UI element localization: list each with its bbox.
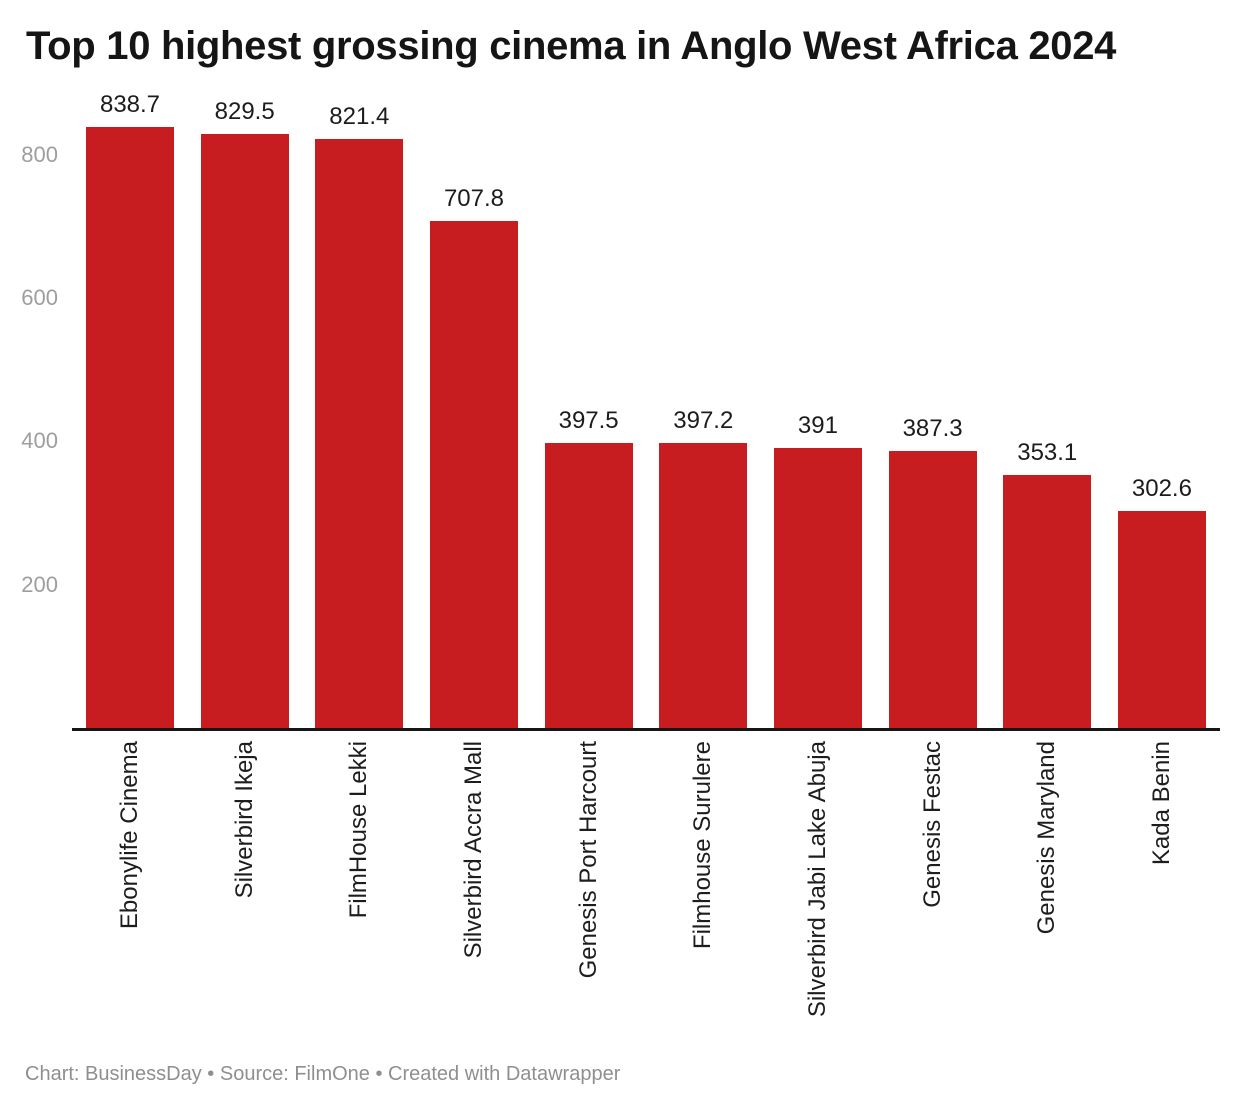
category-cell: Silverbird Jabi Lake Abuja (774, 731, 862, 1033)
category-cell: Silverbird Ikeja (201, 731, 289, 1033)
bar-column: 397.5 (544, 407, 633, 728)
value-label: 397.2 (673, 407, 734, 435)
y-axis-tick-label: 600 (21, 285, 58, 310)
bar (773, 447, 862, 728)
bar (1117, 511, 1206, 728)
bar-column: 302.6 (1117, 475, 1206, 728)
category-label: Genesis Port Harcourt (574, 741, 602, 979)
value-label: 391 (797, 411, 838, 439)
category-cell: Kada Benin (1118, 731, 1206, 1033)
category-cell: Ebonylife Cinema (86, 731, 174, 1033)
bar-column: 838.7 (86, 91, 174, 728)
bar-column: 707.8 (429, 184, 518, 728)
bar-column: 353.1 (1003, 439, 1092, 728)
category-label: Filmhouse Surulere (689, 741, 717, 950)
category-cell: Silverbird Accra Mall (430, 731, 518, 1033)
category-cell: Filmhouse Surulere (659, 731, 747, 1033)
category-label: Genesis Maryland (1033, 741, 1061, 935)
chart-title: Top 10 highest grossing cinema in Anglo … (26, 24, 1117, 68)
bar (544, 443, 633, 728)
bar-column: 397.2 (659, 407, 748, 728)
bar (315, 139, 404, 728)
category-label: Genesis Festac (918, 741, 946, 908)
footer-credit: Chart: BusinessDay • Source: FilmOne • C… (25, 1063, 621, 1085)
category-label: Silverbird Ikeja (230, 741, 258, 899)
value-label: 387.3 (902, 414, 963, 442)
bar-column: 829.5 (200, 97, 289, 728)
bar (888, 450, 977, 728)
category-label: Kada Benin (1147, 741, 1175, 866)
value-label: 829.5 (214, 97, 275, 125)
bar (200, 133, 289, 728)
bar (659, 443, 748, 728)
category-label: Silverbird Jabi Lake Abuja (803, 741, 831, 1018)
bar (1003, 475, 1092, 728)
category-label: FilmHouse Lekki (345, 741, 373, 919)
bar-column: 821.4 (315, 103, 404, 728)
y-axis-tick-label: 200 (21, 571, 58, 597)
category-cell: FilmHouse Lekki (315, 731, 403, 1033)
plot-area: 838.7 829.5 821.4 707.8 397.5 397.2 391 387.3 35… (21, 91, 1220, 728)
y-axis-tick-label: 800 (21, 141, 58, 167)
value-label: 397.5 (558, 407, 619, 435)
category-label: Silverbird Accra Mall (459, 741, 487, 959)
category-cell: Genesis Port Harcourt (545, 731, 633, 1033)
value-label: 821.4 (329, 103, 390, 131)
value-label: 353.1 (1017, 439, 1078, 466)
value-label: 302.6 (1131, 475, 1192, 503)
bar-column: 387.3 (888, 414, 977, 728)
y-axis-tick-label: 400 (21, 428, 58, 454)
value-label: 707.8 (443, 184, 504, 212)
x-axis-baseline (72, 728, 1220, 731)
bar-column: 391 (773, 411, 862, 728)
category-cell: Genesis Maryland (1003, 731, 1091, 1033)
category-label: Ebonylife Cinema (116, 741, 143, 930)
category-cell: Genesis Festac (889, 731, 977, 1033)
value-label: 838.7 (99, 91, 161, 118)
bar-chart: 838.7 829.5 821.4 707.8 397.5 397.2 391 387.3 35… (21, 91, 1220, 1033)
bar (86, 127, 174, 728)
x-axis-category-labels: Ebonylife Cinema Silverbird Ikeja FilmHous… (72, 731, 1220, 1033)
bar (429, 220, 518, 728)
